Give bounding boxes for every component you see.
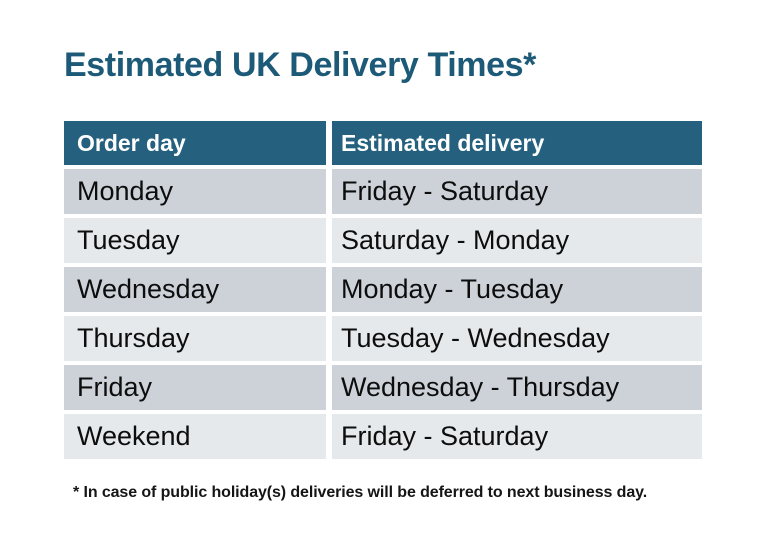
table-header-row: Order day Estimated delivery xyxy=(64,121,702,165)
cell-order-day: Weekend xyxy=(64,414,326,459)
table-row: Tuesday Saturday - Monday xyxy=(64,218,702,263)
cell-estimated-delivery: Wednesday - Thursday xyxy=(332,365,702,410)
cell-order-day: Wednesday xyxy=(64,267,326,312)
table-row: Thursday Tuesday - Wednesday xyxy=(64,316,702,361)
page-title: Estimated UK Delivery Times* xyxy=(64,46,536,84)
table-row: Friday Wednesday - Thursday xyxy=(64,365,702,410)
table-row: Weekend Friday - Saturday xyxy=(64,414,702,459)
cell-estimated-delivery: Saturday - Monday xyxy=(332,218,702,263)
cell-estimated-delivery: Monday - Tuesday xyxy=(332,267,702,312)
delivery-table: Order day Estimated delivery Monday Frid… xyxy=(64,121,702,459)
header-cell-estimated-delivery: Estimated delivery xyxy=(332,121,702,165)
footnote: * In case of public holiday(s) deliverie… xyxy=(73,484,648,501)
cell-estimated-delivery: Friday - Saturday xyxy=(332,414,702,459)
cell-order-day: Monday xyxy=(64,169,326,214)
table-row: Wednesday Monday - Tuesday xyxy=(64,267,702,312)
cell-order-day: Thursday xyxy=(64,316,326,361)
cell-estimated-delivery: Tuesday - Wednesday xyxy=(332,316,702,361)
cell-estimated-delivery: Friday - Saturday xyxy=(332,169,702,214)
cell-order-day: Tuesday xyxy=(64,218,326,263)
header-cell-order-day: Order day xyxy=(64,121,326,165)
table-row: Monday Friday - Saturday xyxy=(64,169,702,214)
cell-order-day: Friday xyxy=(64,365,326,410)
